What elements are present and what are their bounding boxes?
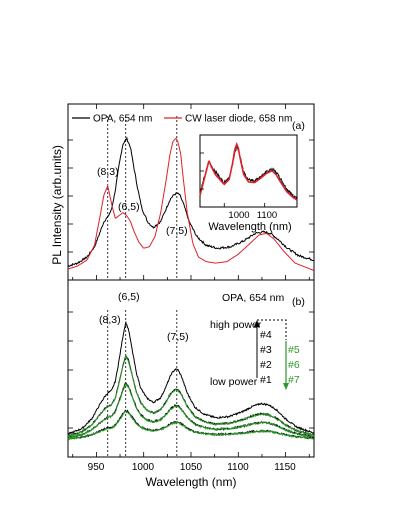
panel-a-peak-label-75: (7,5) (166, 225, 188, 237)
series-n6-line (68, 382, 314, 440)
x-tick-950: 950 (88, 462, 105, 473)
series-label-5: #5 (288, 344, 300, 356)
inset-tick-1000: 1000 (228, 210, 249, 221)
series-label-6: #6 (288, 359, 300, 371)
panel-a-letter: (a) (292, 120, 305, 132)
x-tick-1000: 1000 (132, 462, 155, 473)
series-n4-line (67, 320, 315, 436)
inset-tick-1100: 1100 (257, 210, 277, 221)
panel-a-curves (67, 136, 314, 271)
series-cw-line (67, 137, 314, 271)
series-n7-line (67, 410, 314, 441)
panel-a-peak-markers (107, 116, 178, 280)
series-label-7: #7 (288, 374, 300, 386)
axis-ticks (68, 104, 314, 457)
series-label-1: #1 (260, 374, 272, 386)
panel-b-letter: (b) (292, 296, 305, 308)
panel-b-annotation: OPA, 654 nm (222, 292, 285, 304)
inset-cw-line (199, 142, 298, 201)
inset-curves (199, 142, 298, 201)
low-power-label: low power (210, 376, 258, 388)
series-opa-line (67, 136, 314, 268)
power-down-arrow-icon (283, 383, 289, 390)
inset-ticks (200, 152, 266, 207)
x-tick-1150: 1150 (274, 462, 296, 473)
x-tick-1050: 1050 (180, 462, 203, 473)
power-up-arrow-icon (254, 320, 260, 327)
series-label-4: #4 (260, 329, 272, 341)
panel-b-peak-label-83: (8,3) (99, 314, 121, 326)
y-axis-label: PL Intensity (arb.units) (50, 145, 64, 265)
x-tick-1100: 1100 (227, 462, 249, 473)
panel-a-peak-label-83: (8,3) (97, 166, 119, 178)
series-n5-line (67, 355, 315, 437)
panel-b-peak-label-65: (6,5) (118, 291, 140, 303)
panel-b-peak-label-75: (7,5) (167, 331, 189, 343)
panel-b-curves (67, 320, 315, 441)
series-label-2: #2 (260, 359, 272, 371)
legend-cw-label: CW laser diode, 658 nm (185, 114, 292, 125)
panel-a-peak-label-65: (6,5) (118, 201, 140, 213)
inset-opa-line (199, 144, 298, 200)
high-power-label: high power (210, 319, 262, 331)
x-axis-label: Wavelength (nm) (146, 475, 237, 489)
power-bracket-dashed (257, 319, 287, 340)
inset-xlabel: Wavelength (nm) (208, 221, 291, 233)
legend-opa-label: OPA, 654 nm (93, 114, 152, 125)
series-label-3: #3 (260, 344, 272, 356)
